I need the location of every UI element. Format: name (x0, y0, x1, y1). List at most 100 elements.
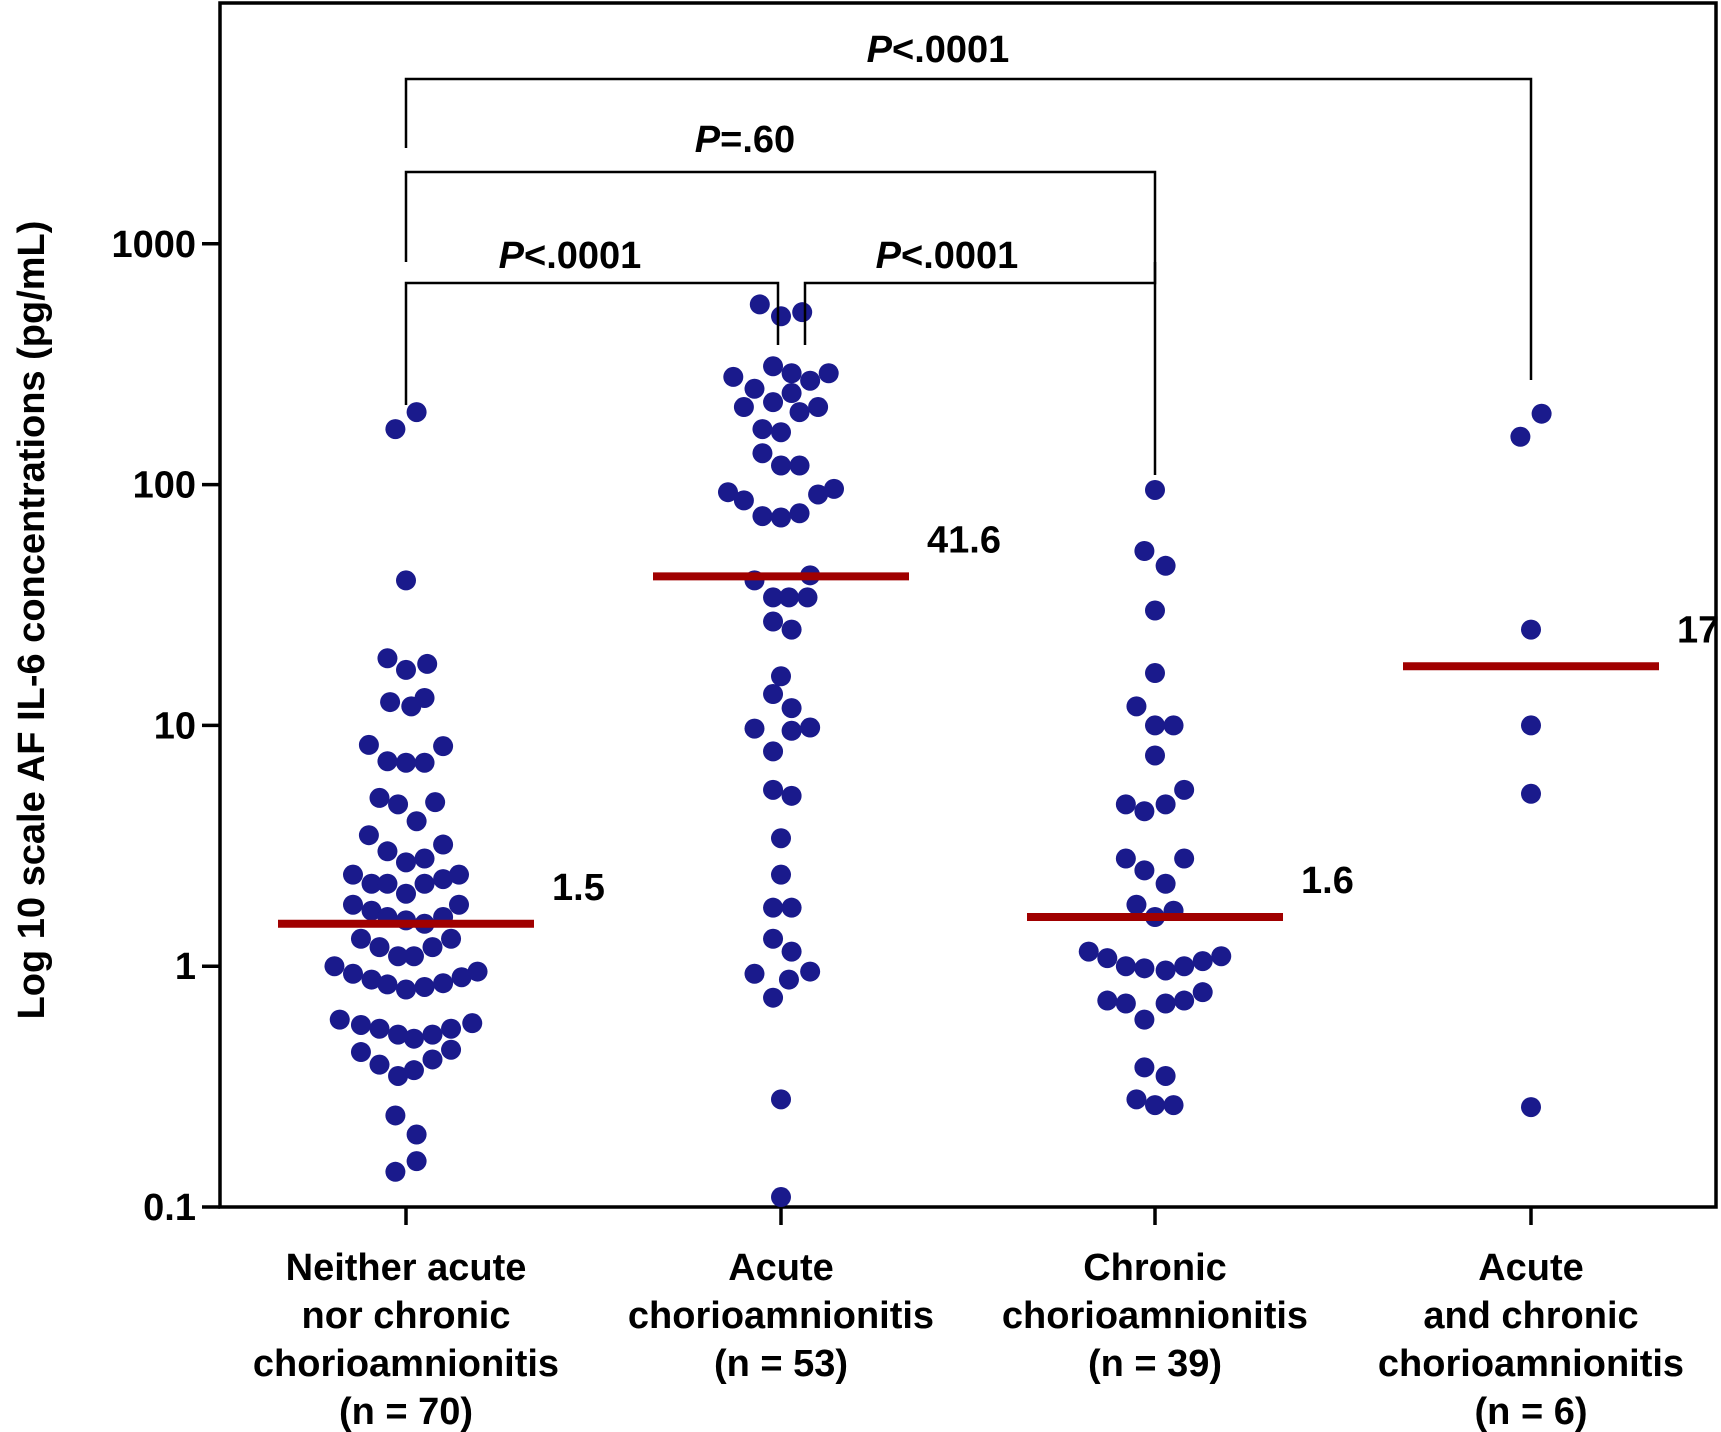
data-point (763, 684, 784, 705)
data-point (358, 825, 379, 846)
data-point (781, 785, 802, 806)
data-point (778, 587, 799, 608)
data-point (1521, 783, 1541, 804)
median-value-label: 1.6 (1301, 860, 1354, 902)
data-point (417, 653, 438, 674)
data-point (781, 363, 802, 384)
data-point (433, 736, 454, 757)
category-label-line: (n = 6) (1475, 1391, 1588, 1432)
plot-frame (218, 1, 1718, 1209)
data-point (771, 507, 791, 528)
data-point (385, 419, 406, 440)
data-point (771, 306, 791, 327)
data-point (1134, 1057, 1155, 1078)
data-point (1145, 745, 1165, 766)
data-point (1174, 779, 1195, 800)
category-label-line: Acute (1478, 1247, 1584, 1289)
data-point (324, 956, 345, 977)
data-point (343, 963, 363, 984)
data-point (818, 363, 839, 384)
data-point (406, 1151, 427, 1172)
data-point (422, 1049, 443, 1070)
p-value-label: P<.0001 (867, 29, 1010, 71)
category-label-line: chorioamnionitis (253, 1343, 559, 1385)
comparison-bracket (404, 77, 1533, 380)
p-value-text: =.60 (720, 119, 795, 161)
data-point (789, 402, 810, 423)
data-point (361, 969, 382, 990)
data-point (1097, 948, 1118, 969)
data-point (358, 734, 379, 755)
data-point (369, 1018, 390, 1039)
data-point (744, 718, 765, 739)
data-point (1145, 479, 1165, 500)
data-point (441, 928, 462, 949)
category-label-line: Neither acute (286, 1247, 527, 1289)
data-point (1155, 555, 1176, 576)
data-point (361, 873, 382, 894)
y-axis: 0.1 1 10 100 1000 (111, 224, 220, 1229)
data-point (763, 987, 784, 1008)
data-point (771, 422, 791, 443)
p-symbol: P (695, 119, 721, 161)
data-point (433, 834, 454, 855)
data-point (1115, 956, 1136, 977)
data-point (824, 478, 844, 499)
data-point (1174, 956, 1195, 977)
data-point (1510, 426, 1531, 447)
data-point (414, 687, 435, 708)
data-point (406, 811, 427, 832)
data-point (1145, 663, 1165, 684)
data-point (1155, 993, 1176, 1014)
category-label-line: nor chronic (301, 1295, 510, 1337)
data-point (396, 570, 416, 591)
data-point (380, 692, 401, 713)
data-point (763, 587, 784, 608)
data-point (422, 937, 443, 958)
data-point (377, 751, 398, 772)
data-point (433, 973, 454, 994)
data-point (1097, 990, 1118, 1011)
data-point (377, 841, 398, 862)
data-point (396, 883, 416, 904)
data-point (752, 419, 773, 440)
data-point (1174, 990, 1195, 1011)
data-point (1145, 600, 1165, 621)
p-symbol: P (499, 235, 525, 277)
category-label-line: (n = 39) (1088, 1343, 1222, 1385)
category-label: Acute chorioamnionitis (n = 53) (628, 1247, 934, 1385)
data-point (406, 1124, 427, 1145)
data-point (388, 794, 409, 815)
data-point (1078, 941, 1099, 962)
data-point (403, 946, 424, 967)
data-point (422, 1024, 443, 1045)
data-point (781, 619, 802, 640)
data-point (388, 1065, 409, 1086)
y-tick-label: 100 (133, 465, 196, 507)
p-value-text: <.0001 (901, 235, 1018, 277)
data-point (451, 967, 472, 988)
p-value-label: P<.0001 (876, 235, 1019, 277)
data-point (1155, 873, 1176, 894)
data-point (723, 366, 744, 387)
category-label: Neither acute nor chronic chorioamnionitis… (253, 1247, 559, 1432)
data-point (800, 961, 821, 982)
data-point (781, 720, 802, 741)
data-point (396, 659, 416, 680)
data-point (388, 946, 409, 967)
y-tick-label: 1 (175, 946, 196, 988)
data-point (350, 928, 371, 949)
data-point (433, 869, 454, 890)
data-point (385, 1161, 406, 1182)
data-point (1192, 982, 1213, 1003)
data-point (789, 455, 810, 476)
data-point (1174, 848, 1195, 869)
p-value-text: <.0001 (892, 29, 1009, 71)
data-point (744, 963, 765, 984)
y-tick-label: 0.1 (143, 1187, 196, 1229)
data-point (369, 787, 390, 808)
data-point (808, 397, 829, 418)
data-point (771, 1089, 791, 1110)
